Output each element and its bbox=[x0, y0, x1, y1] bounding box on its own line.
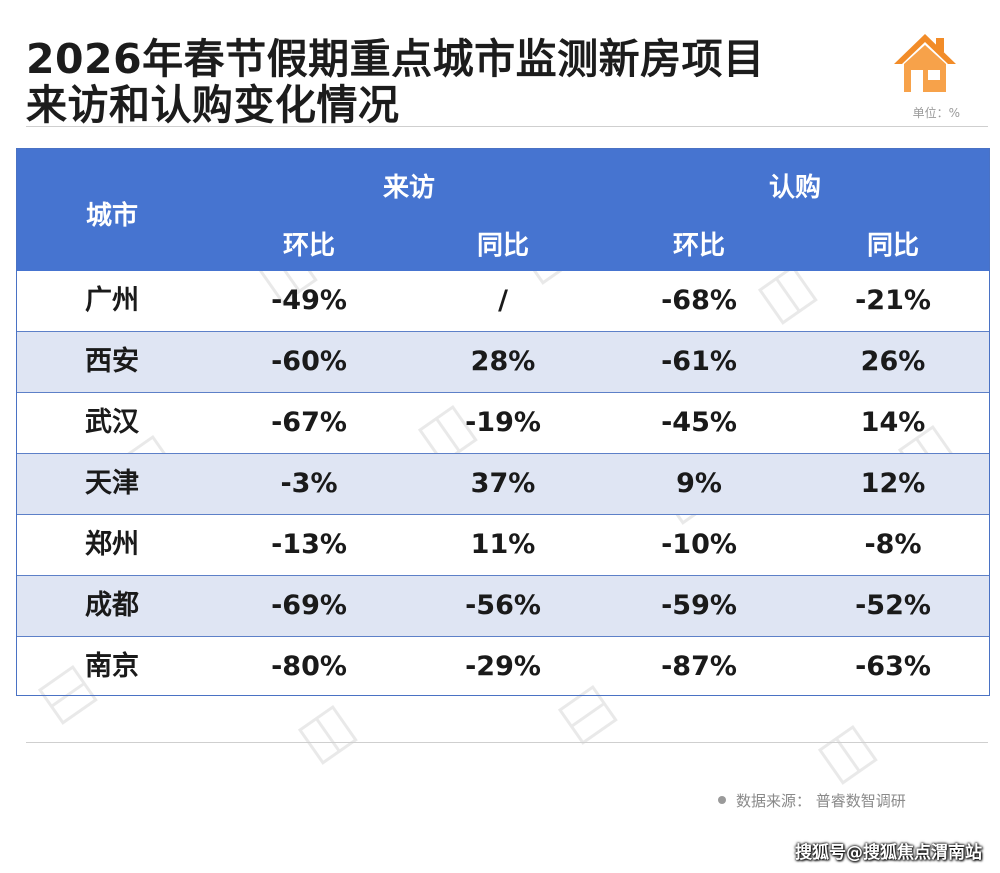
visit-yoy-cell: / bbox=[498, 285, 508, 316]
city-cell: 南京 bbox=[85, 651, 139, 682]
page-title: 2026年春节假期重点城市监测新房项目 来访和认购变化情况 bbox=[26, 36, 886, 128]
header-purchase-group: 认购 bbox=[768, 173, 821, 203]
visit-yoy-cell: 11% bbox=[470, 529, 536, 560]
house-icon bbox=[892, 30, 958, 96]
purchase-yoy-cell: 12% bbox=[860, 468, 926, 499]
title-line-1: 2026年春节假期重点城市监测新房项目 bbox=[26, 35, 765, 83]
purchase-mom-cell: -87% bbox=[661, 651, 737, 682]
table-row: 郑州 -13% 11% -10% -8% bbox=[17, 515, 989, 576]
header-visit-yoy: 同比 bbox=[476, 231, 529, 261]
visit-yoy-cell: 28% bbox=[470, 346, 536, 377]
purchase-mom-cell: 9% bbox=[676, 468, 722, 499]
header-visit-mom: 环比 bbox=[282, 231, 335, 261]
visit-mom-cell: -3% bbox=[280, 468, 338, 499]
table-row: 武汉 -67% -19% -45% 14% bbox=[17, 393, 989, 454]
bullet-dot-icon bbox=[718, 796, 726, 804]
visit-mom-cell: -13% bbox=[271, 529, 347, 560]
purchase-mom-cell: -68% bbox=[661, 285, 737, 316]
visit-mom-cell: -67% bbox=[271, 407, 347, 438]
source-note: 数据来源： 普睿数智调研 bbox=[718, 790, 906, 810]
header-city: 城市 bbox=[85, 201, 138, 231]
visit-yoy-cell: 37% bbox=[470, 468, 536, 499]
city-cell: 广州 bbox=[85, 285, 139, 316]
purchase-yoy-cell: -8% bbox=[864, 529, 922, 560]
bottom-divider bbox=[26, 742, 988, 743]
header-purchase-yoy: 同比 bbox=[866, 231, 919, 261]
visit-yoy-cell: -56% bbox=[465, 590, 541, 621]
visit-mom-cell: -49% bbox=[271, 285, 347, 316]
table-row: 天津 -3% 37% 9% 12% bbox=[17, 454, 989, 515]
table-row: 南京 -80% -29% -87% -63% bbox=[17, 637, 989, 698]
purchase-mom-cell: -61% bbox=[661, 346, 737, 377]
data-table: 城市 来访 认购 环比 同比 环比 同比 广州 -49% / -68% -21%… bbox=[16, 148, 990, 696]
visit-yoy-cell: -29% bbox=[465, 651, 541, 682]
visit-mom-cell: -69% bbox=[271, 590, 347, 621]
city-cell: 郑州 bbox=[85, 529, 139, 560]
table-header: 城市 来访 认购 环比 同比 环比 同比 bbox=[17, 149, 989, 271]
visit-yoy-cell: -19% bbox=[465, 407, 541, 438]
purchase-yoy-cell: -21% bbox=[855, 285, 931, 316]
table-row: 广州 -49% / -68% -21% bbox=[17, 271, 989, 332]
visit-mom-cell: -60% bbox=[271, 346, 347, 377]
platform-credit: 搜狐号@搜狐焦点渭南站 bbox=[795, 843, 982, 863]
purchase-yoy-cell: 26% bbox=[860, 346, 926, 377]
visit-mom-cell: -80% bbox=[271, 651, 347, 682]
title-line-2: 来访和认购变化情况 bbox=[26, 81, 400, 129]
table-row: 西安 -60% 28% -61% 26% bbox=[17, 332, 989, 393]
header-visit-group: 来访 bbox=[382, 173, 435, 203]
city-cell: 天津 bbox=[85, 468, 139, 499]
purchase-mom-cell: -45% bbox=[661, 407, 737, 438]
purchase-yoy-cell: 14% bbox=[860, 407, 926, 438]
source-text: 数据来源： 普睿数智调研 bbox=[736, 791, 906, 810]
purchase-mom-cell: -59% bbox=[661, 590, 737, 621]
purchase-yoy-cell: -63% bbox=[855, 651, 931, 682]
top-divider bbox=[26, 126, 988, 127]
header-purchase-mom: 环比 bbox=[672, 231, 725, 261]
city-cell: 武汉 bbox=[85, 407, 139, 438]
purchase-yoy-cell: -52% bbox=[855, 590, 931, 621]
city-cell: 西安 bbox=[85, 346, 139, 377]
unit-label: 单位：% bbox=[912, 106, 960, 120]
city-cell: 成都 bbox=[85, 590, 139, 621]
purchase-mom-cell: -10% bbox=[661, 529, 737, 560]
table-row: 成都 -69% -56% -59% -52% bbox=[17, 576, 989, 637]
